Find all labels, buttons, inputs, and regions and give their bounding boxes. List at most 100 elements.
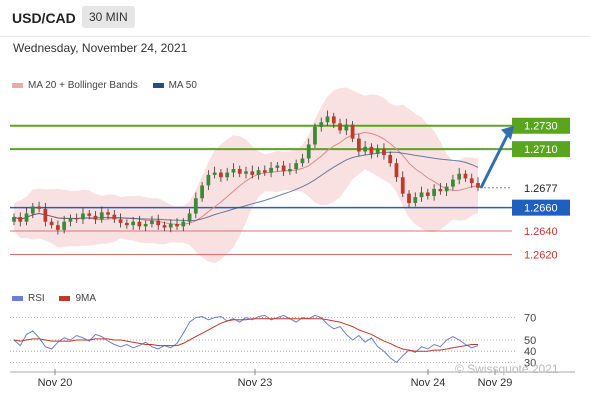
candle-65: [419, 186, 424, 202]
legend-rsi-ma: 9MA: [75, 293, 97, 304]
candle-70: [451, 174, 455, 191]
candle-54: [350, 121, 355, 143]
forecast-arrow-head: [501, 125, 514, 140]
level-label-1.2730: 1.2730: [524, 121, 558, 133]
forecast-arrow-shaft: [479, 133, 510, 189]
candle-body: [156, 220, 161, 226]
candle-13: [93, 211, 98, 225]
level-label-1.2660: 1.2660: [524, 203, 558, 215]
rsi-legend: RSI 9MA: [12, 293, 96, 304]
candle-2: [24, 207, 29, 226]
candle-body: [319, 122, 324, 127]
pair-title: USD/CAD: [12, 10, 76, 26]
candle-37: [244, 166, 248, 179]
candle-body: [87, 213, 92, 216]
candle-body: [30, 206, 35, 214]
legend-ma50: MA 50: [168, 80, 197, 91]
candle-body: [49, 221, 54, 226]
rsi-line: [13, 314, 479, 364]
candle-67: [432, 184, 436, 201]
candle-body: [457, 173, 462, 180]
candle-55: [356, 133, 361, 157]
watermark: © Swissquote 2021: [455, 362, 559, 376]
candle-body: [81, 213, 85, 220]
x-tick-label-2: Nov 24: [411, 377, 446, 389]
candle-46: [300, 153, 305, 167]
rsi-swatch: [12, 296, 23, 301]
legend-rsi: RSI: [28, 293, 45, 304]
candle-body: [225, 172, 230, 178]
level-badge-1.2710: [512, 141, 570, 158]
candle-26: [175, 218, 179, 230]
candle-body: [463, 173, 468, 179]
candle-68: [438, 183, 443, 195]
candle-20: [137, 215, 142, 230]
level-label-1.2710: 1.2710: [524, 144, 558, 156]
ma50-line: [13, 151, 479, 222]
candle-body: [444, 186, 449, 192]
level-label-1.2640: 1.2640: [524, 226, 558, 238]
candle-body: [168, 224, 173, 228]
candle-body: [231, 169, 236, 173]
candle-body: [56, 225, 60, 230]
candle-63: [407, 190, 411, 208]
rsi-tick-50: 50: [524, 335, 536, 347]
candle-body: [68, 218, 73, 222]
candle-36: [237, 165, 242, 178]
candle-49: [319, 117, 324, 132]
candle-body: [112, 214, 117, 220]
x-tick-label-3: Nov 29: [478, 377, 513, 389]
candle-22: [150, 215, 154, 228]
candle-body: [375, 149, 380, 154]
candle-body: [269, 167, 273, 173]
candle-body: [262, 170, 267, 173]
candle-body: [137, 221, 142, 227]
candle-body: [294, 163, 299, 170]
candle-50: [325, 110, 330, 126]
candle-body: [162, 225, 167, 228]
candle-body: [469, 178, 474, 184]
candle-33: [219, 169, 223, 182]
candle-body: [313, 126, 317, 145]
candle-69: [444, 183, 449, 196]
candle-19: [131, 217, 136, 230]
candle-62: [400, 171, 405, 198]
candle-4: [37, 201, 41, 213]
candle-body: [432, 188, 436, 196]
candle-body: [256, 170, 261, 175]
candle-body: [106, 212, 110, 215]
candle-body: [150, 220, 154, 225]
bollinger-swatch: [12, 83, 23, 88]
candle-body: [275, 165, 280, 168]
candle-23: [156, 214, 161, 230]
candle-body: [451, 179, 455, 187]
candle-body: [476, 183, 480, 188]
candle-3: [30, 202, 35, 219]
timeframe-badge[interactable]: 30 MIN: [82, 6, 135, 28]
candle-39: [256, 166, 261, 180]
candle-body: [37, 206, 41, 209]
header-bar: USD/CAD 30 MIN: [0, 0, 590, 37]
candle-10: [74, 213, 79, 223]
candle-14: [99, 206, 104, 223]
level-badge-1.2730: [512, 117, 570, 134]
candle-body: [350, 124, 355, 139]
candle-body: [363, 146, 368, 152]
candle-5: [43, 202, 48, 227]
candle-body: [438, 188, 443, 192]
level-label-1.2677: 1.2677: [524, 183, 558, 195]
candle-1: [18, 212, 23, 227]
candle-21: [143, 220, 148, 232]
candle-body: [193, 198, 198, 214]
candle-48: [313, 123, 317, 148]
candle-41: [269, 162, 273, 178]
candle-42: [275, 162, 280, 172]
candle-body: [413, 197, 418, 203]
candle-9: [68, 214, 73, 227]
candle-body: [18, 217, 23, 222]
candle-0: [12, 213, 16, 226]
candle-body: [237, 169, 242, 174]
candle-body: [400, 177, 405, 194]
